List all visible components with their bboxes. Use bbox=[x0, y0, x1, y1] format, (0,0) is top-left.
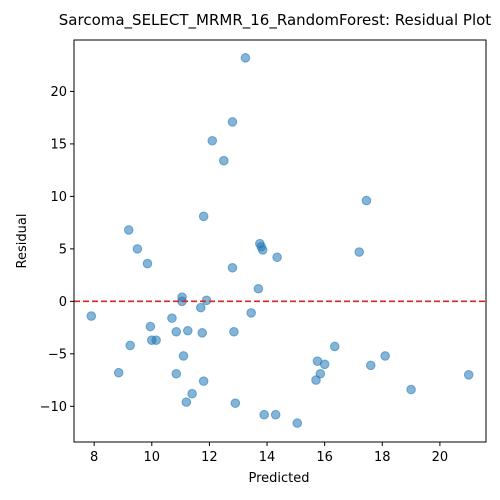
scatter-point-18 bbox=[201, 295, 212, 306]
x-tick-label: 12 bbox=[201, 450, 218, 465]
y-tick-label: −5 bbox=[48, 347, 67, 362]
scatter-point-45 bbox=[181, 397, 192, 407]
chart-title: Sarcoma_SELECT_MRMR_16_RandomForest: Res… bbox=[59, 11, 492, 30]
scatter-point-33 bbox=[380, 351, 390, 361]
scatter-point-49 bbox=[292, 418, 303, 428]
y-tick-label: 0 bbox=[59, 295, 67, 310]
scatter-point-42 bbox=[198, 376, 209, 386]
x-tick-label: 16 bbox=[316, 450, 333, 465]
x-tick-label: 8 bbox=[90, 450, 98, 465]
scatter-point-46 bbox=[230, 398, 241, 408]
scatter-point-48 bbox=[270, 409, 281, 420]
y-axis-ticks: −10 −5 0 5 10 15 20 bbox=[40, 85, 74, 415]
scatter-point-37 bbox=[113, 367, 124, 378]
scatter-point-3 bbox=[219, 155, 229, 166]
scatter-point-1 bbox=[227, 117, 238, 127]
scatter-point-38 bbox=[171, 368, 182, 379]
scatter-point-0 bbox=[240, 53, 251, 63]
scatter-point-19 bbox=[195, 302, 206, 313]
x-tick-label: 10 bbox=[144, 450, 161, 465]
scatter-point-9 bbox=[257, 245, 268, 255]
scatter-point-35 bbox=[319, 359, 330, 370]
scatter-point-23 bbox=[145, 321, 156, 332]
y-tick-label: 15 bbox=[50, 137, 67, 152]
scatter-point-32 bbox=[178, 351, 189, 361]
scatter-point-22 bbox=[167, 313, 177, 323]
scatter-point-15 bbox=[253, 283, 264, 294]
y-tick-label: −10 bbox=[40, 400, 67, 415]
y-tick-label: 10 bbox=[50, 190, 67, 205]
x-tick-label: 14 bbox=[259, 450, 276, 465]
x-tick-label: 18 bbox=[374, 450, 391, 465]
scatter-point-40 bbox=[463, 370, 474, 380]
scatter-point-26 bbox=[197, 328, 208, 338]
scatter-point-5 bbox=[198, 211, 209, 222]
scatter-point-6 bbox=[123, 225, 134, 235]
points-layer bbox=[86, 53, 474, 428]
y-tick-label: 20 bbox=[50, 85, 67, 100]
scatter-point-30 bbox=[125, 340, 135, 351]
x-tick-label: 20 bbox=[432, 450, 449, 465]
scatter-point-20 bbox=[246, 308, 256, 318]
scatter-point-43 bbox=[406, 384, 416, 395]
scatter-point-29 bbox=[151, 335, 161, 345]
scatter-point-12 bbox=[272, 252, 282, 263]
scatter-point-25 bbox=[183, 325, 193, 336]
scatter-point-21 bbox=[86, 311, 97, 321]
y-axis-label: Residual bbox=[15, 214, 30, 269]
scatter-point-41 bbox=[311, 375, 321, 385]
scatter-point-13 bbox=[142, 258, 153, 269]
scatter-point-24 bbox=[171, 326, 182, 337]
scatter-point-31 bbox=[329, 341, 340, 352]
x-axis-label: Predicted bbox=[248, 471, 309, 486]
scatter-point-4 bbox=[361, 195, 372, 206]
y-tick-label: 5 bbox=[59, 242, 67, 257]
scatter-point-10 bbox=[132, 244, 143, 254]
scatter-point-27 bbox=[229, 326, 239, 337]
scatter-point-44 bbox=[187, 388, 197, 399]
scatter-point-14 bbox=[227, 262, 238, 273]
x-axis-ticks: 8 10 12 14 16 18 20 bbox=[90, 442, 448, 465]
scatter-point-2 bbox=[207, 135, 218, 146]
scatter-point-36 bbox=[365, 360, 376, 371]
scatter-point-11 bbox=[354, 247, 365, 257]
axes-frame bbox=[73, 39, 487, 443]
scatter-point-47 bbox=[259, 409, 269, 420]
